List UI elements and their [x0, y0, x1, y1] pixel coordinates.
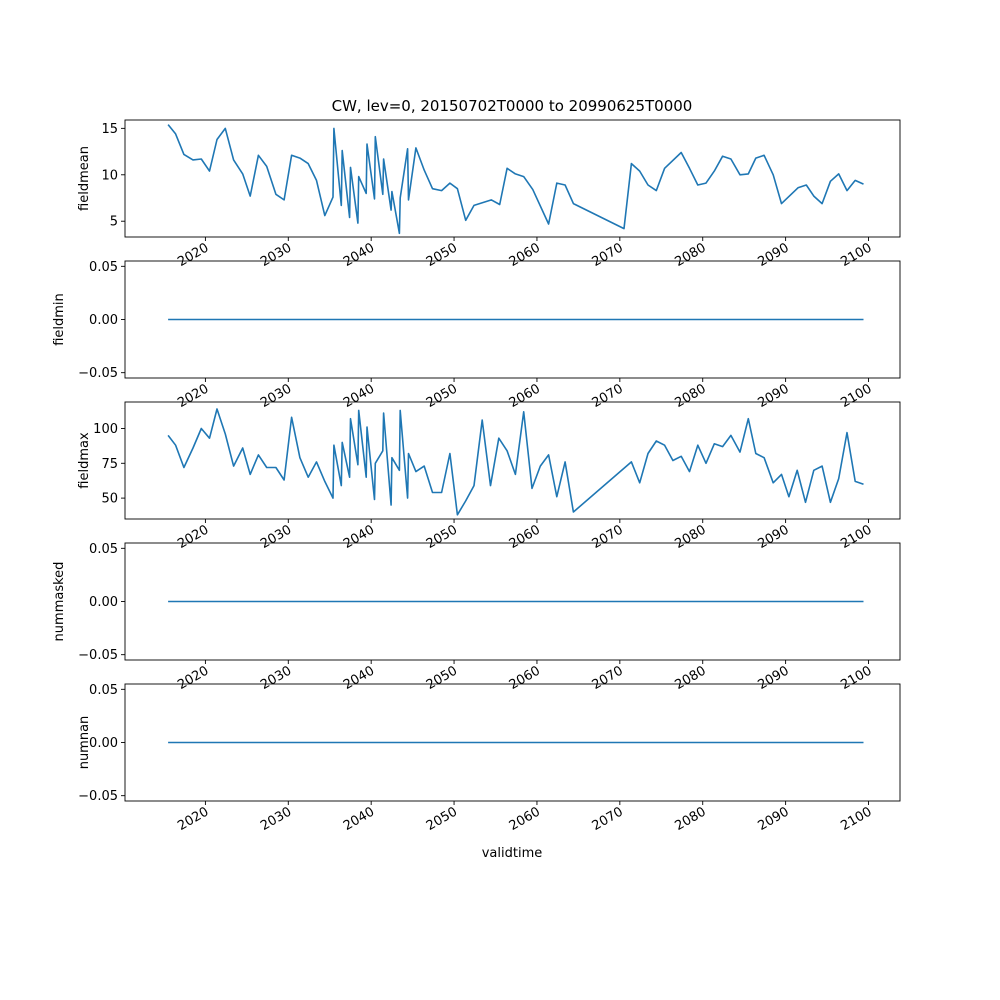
fieldmin-x-tick-label: 2080 [673, 381, 709, 411]
nummasked-y-axis-label: nummasked [52, 562, 67, 642]
nummasked-x-tick-label: 2020 [175, 663, 211, 693]
numnan-x-tick-label: 2040 [341, 804, 377, 834]
nummasked-x-tick-label: 2030 [258, 663, 294, 693]
fieldmin-x-tick-label: 2050 [424, 381, 460, 411]
fieldmax-x-tick-label: 2100 [838, 522, 874, 552]
fieldmean-series-line [167, 124, 864, 235]
fieldmax-y-tick-label: 50 [101, 492, 118, 507]
fieldmin-x-tick-label: 2070 [590, 381, 626, 411]
numnan-x-tick-label: 2030 [258, 804, 294, 834]
nummasked-x-tick-label: 2090 [755, 663, 791, 693]
fieldmin-y-tick-label: 0.00 [89, 313, 118, 328]
fieldmax-x-tick-label: 2020 [175, 522, 211, 552]
fieldmax-axes-frame [124, 401, 901, 520]
nummasked-x-tick-label: 2070 [590, 663, 626, 693]
numnan-y-axis-label: numnan [77, 716, 92, 770]
fieldmean-x-tick-label: 2090 [755, 240, 791, 270]
subplots: 5 10 15 2020 2030 2040 2050 2060 2070 2080 2090 210… [52, 119, 901, 834]
fieldmax-y-tick-label: 75 [101, 457, 118, 472]
numnan-x-tick-label: 2090 [755, 804, 791, 834]
fieldmean-x-tick-label: 2100 [838, 240, 874, 270]
fieldmax-x-tick-label: 2030 [258, 522, 294, 552]
fieldmin-y-tick-label: −0.05 [78, 366, 118, 381]
subplot-numnan: 0.05 0.00 −0.05 2020 2030 2040 2050 2060 2070 208… [77, 683, 901, 834]
fieldmax-x-tick-label: 2060 [507, 522, 543, 552]
fieldmin-x-tick-label: 2090 [755, 381, 791, 411]
fieldmin-y-axis-label: fieldmin [52, 293, 67, 346]
fieldmean-x-tick-label: 2070 [590, 240, 626, 270]
numnan-x-tick-label: 2060 [507, 804, 543, 834]
numnan-x-tick-label: 2020 [175, 804, 211, 834]
fieldmax-y-axis-label: fieldmax [77, 432, 92, 489]
numnan-x-tick-label: 2070 [590, 804, 626, 834]
fieldmax-series-line [167, 408, 864, 516]
subplot-fieldmean: 5 10 15 2020 2030 2040 2050 2060 2070 2080 2090 210… [77, 119, 901, 270]
fieldmax-x-tick-label: 2050 [424, 522, 460, 552]
fieldmean-x-tick-label: 2040 [341, 240, 377, 270]
numnan-y-tick-label: −0.05 [78, 789, 118, 804]
nummasked-x-tick-label: 2050 [424, 663, 460, 693]
numnan-y-tick-label: 0.00 [89, 736, 118, 751]
nummasked-y-tick-label: 0.05 [89, 542, 118, 557]
numnan-x-tick-label: 2050 [424, 804, 460, 834]
fieldmean-y-axis-label: fieldmean [77, 146, 92, 211]
numnan-x-tick-label: 2080 [673, 804, 709, 834]
fieldmin-x-tick-label: 2060 [507, 381, 543, 411]
fieldmean-x-tick-label: 2020 [175, 240, 211, 270]
nummasked-x-tick-label: 2040 [341, 663, 377, 693]
nummasked-y-tick-label: 0.00 [89, 595, 118, 610]
numnan-x-tick-label: 2100 [838, 804, 874, 834]
chart-title: CW, lev=0, 20150702T0000 to 20990625T000… [332, 97, 693, 115]
subplot-fieldmax: 100 75 50 2020 2030 2040 2050 2060 2070 2080 2090 2… [77, 401, 901, 552]
nummasked-y-tick-label: −0.05 [78, 648, 118, 663]
numnan-y-tick-label: 0.05 [89, 683, 118, 698]
fieldmean-y-tick-label: 10 [101, 168, 118, 183]
fieldmax-y-tick-label: 100 [93, 422, 118, 437]
fieldmean-x-tick-label: 2030 [258, 240, 294, 270]
subplot-fieldmin: 0.05 0.00 −0.05 2020 2030 2040 2050 2060 2070 208… [52, 260, 901, 411]
fieldmax-x-tick-label: 2080 [673, 522, 709, 552]
fieldmin-x-tick-label: 2020 [175, 381, 211, 411]
fieldmax-x-tick-label: 2070 [590, 522, 626, 552]
nummasked-x-tick-label: 2060 [507, 663, 543, 693]
nummasked-x-tick-label: 2100 [838, 663, 874, 693]
nummasked-x-tick-label: 2080 [673, 663, 709, 693]
fieldmean-y-tick-label: 15 [101, 122, 118, 137]
fieldmean-y-tick-label: 5 [110, 215, 118, 230]
fieldmean-axes-frame [124, 119, 901, 238]
fieldmin-x-tick-label: 2030 [258, 381, 294, 411]
fieldmean-x-tick-label: 2060 [507, 240, 543, 270]
fieldmean-x-tick-label: 2080 [673, 240, 709, 270]
subplot-nummasked: 0.05 0.00 −0.05 2020 2030 2040 2050 2060 2070 208… [52, 542, 901, 693]
fieldmean-x-tick-label: 2050 [424, 240, 460, 270]
fieldmin-x-tick-label: 2040 [341, 381, 377, 411]
fieldmin-x-tick-label: 2100 [838, 381, 874, 411]
fieldmax-x-tick-label: 2040 [341, 522, 377, 552]
x-axis-label: validtime [482, 846, 543, 861]
fieldmin-y-tick-label: 0.05 [89, 260, 118, 275]
fieldmax-x-tick-label: 2090 [755, 522, 791, 552]
